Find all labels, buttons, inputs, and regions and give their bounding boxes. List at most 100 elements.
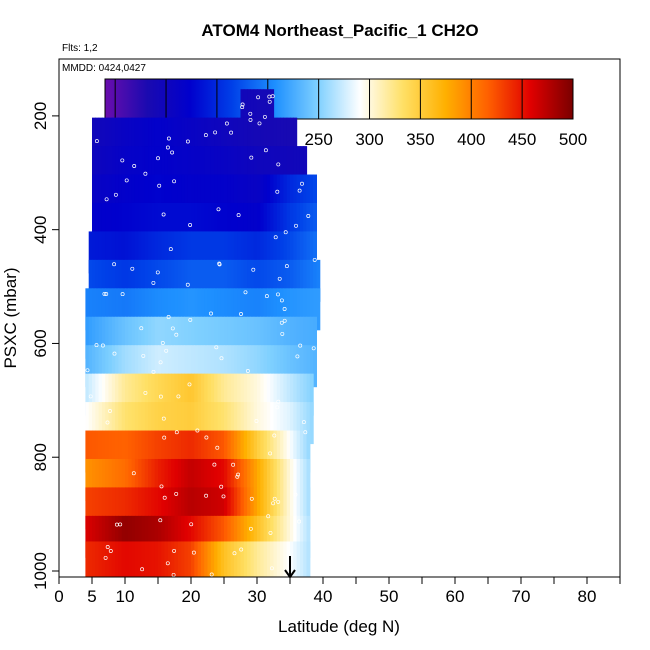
heatmap-cell [306, 231, 311, 274]
heatmap-cell [121, 259, 126, 302]
heatmap-cell [171, 345, 176, 388]
heatmap-cell [210, 259, 215, 302]
heatmap-cell [167, 231, 172, 274]
heatmap-cell [230, 458, 235, 501]
heatmap-cell [164, 402, 169, 445]
heatmap-cell [138, 487, 143, 530]
heatmap-cell [280, 430, 284, 473]
heatmap-cell [167, 487, 172, 530]
heatmap-cell [95, 373, 100, 416]
heatmap-cell [181, 231, 185, 274]
heatmap-cell [243, 515, 248, 558]
heatmap-cell [224, 117, 228, 160]
heatmap-cell [217, 146, 222, 189]
heatmap-cell [224, 487, 228, 530]
heatmap-cell [260, 373, 265, 416]
heatmap-cell [111, 487, 116, 530]
heatmap-cell [280, 316, 284, 359]
heatmap-cell [290, 259, 294, 302]
heatmap-cell [108, 202, 113, 245]
heatmap-cell [148, 373, 152, 416]
heatmap-cell [210, 430, 215, 473]
heatmap-cell [95, 402, 100, 445]
heatmap-cell [144, 231, 149, 274]
heatmap-cell [263, 458, 268, 501]
heatmap-cell [227, 231, 232, 274]
heatmap-cell [273, 117, 278, 160]
heatmap-cell [276, 487, 281, 530]
heatmap-cell [101, 117, 106, 160]
heatmap-cell [151, 288, 156, 331]
heatmap-cell [125, 117, 129, 160]
heatmap-cell [283, 231, 288, 274]
heatmap-cell [108, 541, 113, 577]
heatmap-cell [98, 288, 103, 331]
heatmap-cell [194, 487, 199, 530]
heatmap-cell [210, 487, 215, 530]
heatmap-cell [197, 288, 202, 331]
heatmap-cell [200, 541, 205, 577]
heatmap-cell [111, 373, 116, 416]
heatmap-cell [273, 515, 278, 558]
heatmap-cell [141, 345, 146, 388]
heatmap-cell [187, 373, 192, 416]
heatmap-cell [313, 316, 317, 359]
sample-point [132, 164, 137, 168]
heatmap-cell [299, 316, 304, 359]
heatmap-cell [121, 231, 126, 274]
heatmap-cell [194, 174, 199, 217]
heatmap-cell [121, 515, 126, 558]
heatmap-cell [134, 373, 139, 416]
heatmap-cell [266, 259, 271, 302]
heatmap-cell [247, 259, 251, 302]
heatmap-cell [227, 202, 232, 245]
heatmap-cell [299, 146, 304, 189]
heatmap-cell [270, 458, 275, 501]
heatmap-cell [270, 541, 275, 577]
heatmap-cell [220, 259, 225, 302]
sample-point [294, 223, 298, 228]
heatmap-cell [253, 174, 258, 217]
heatmap-cell [194, 316, 199, 359]
heatmap-cell [134, 430, 139, 473]
sample-point [103, 555, 108, 560]
heatmap-cell [227, 117, 232, 160]
heatmap-cell [214, 117, 218, 160]
heatmap-cell [151, 402, 156, 445]
sample-point [232, 551, 237, 556]
heatmap-cell [299, 231, 304, 274]
heatmap-cell [247, 345, 251, 388]
heatmap-cell [148, 515, 152, 558]
heatmap-cell [270, 89, 275, 132]
heatmap-cell [174, 259, 179, 302]
heatmap-cell [257, 345, 261, 388]
heatmap-cell [158, 402, 162, 445]
heatmap-cell [293, 288, 298, 331]
heatmap-cell [204, 541, 209, 577]
heatmap-cell [161, 515, 166, 558]
heatmap-cell [134, 231, 139, 274]
sample-point [268, 451, 273, 456]
heatmap-cell [230, 117, 235, 160]
sample-point [267, 99, 272, 104]
heatmap-cell [293, 458, 298, 501]
heatmap-cell [237, 146, 242, 189]
heatmap-cell [177, 202, 182, 245]
heatmap-cell [313, 202, 317, 245]
heatmap-cell [237, 487, 242, 530]
heatmap-cell [131, 174, 136, 217]
sample-point [157, 183, 162, 188]
heatmap-cell [187, 458, 192, 501]
heatmap-cell [111, 430, 116, 473]
heatmap-cell [243, 458, 248, 501]
heatmap-cell [164, 117, 169, 160]
sample-point [224, 121, 229, 126]
heatmap-cell [125, 202, 129, 245]
heatmap-cell [125, 487, 129, 530]
heatmap-cell [151, 373, 156, 416]
y-tick-label: 1000 [31, 552, 50, 590]
heatmap-cell [181, 288, 185, 331]
heatmap-cell [253, 89, 258, 132]
heatmap-cell [303, 515, 308, 558]
heatmap-cell [250, 430, 255, 473]
